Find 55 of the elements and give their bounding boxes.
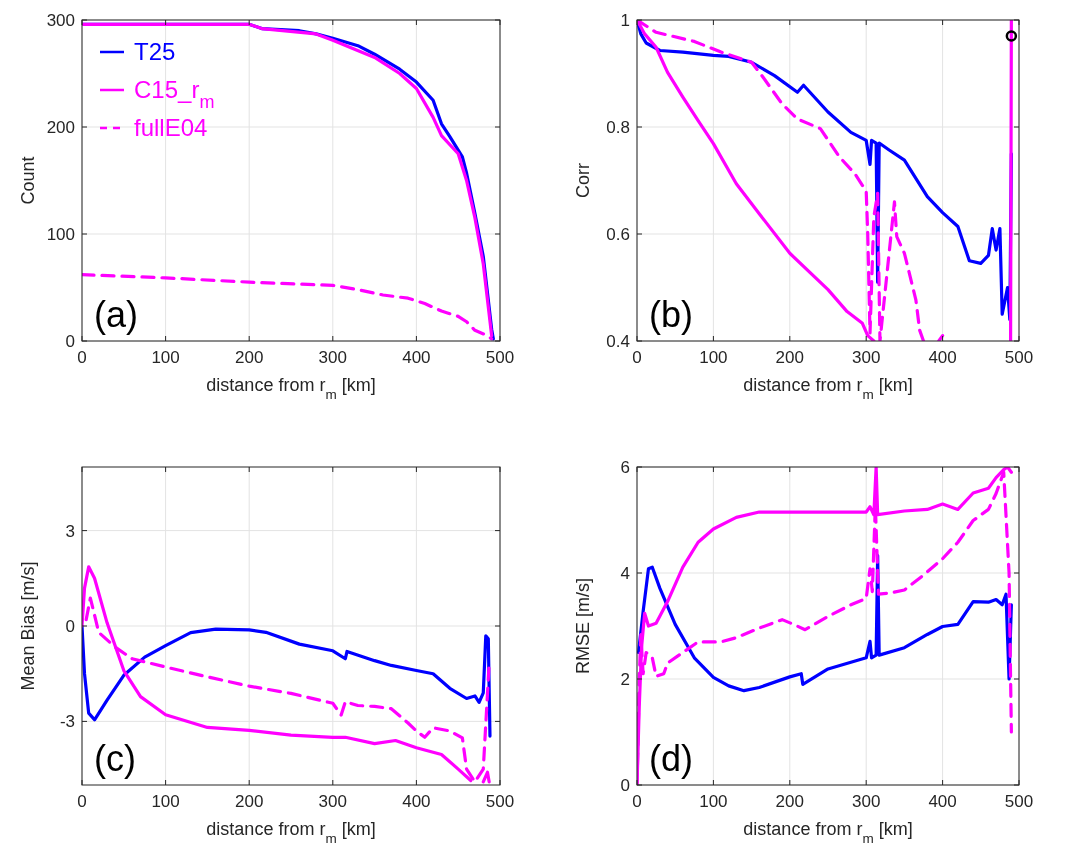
y-tick-label: 0 (65, 617, 75, 636)
y-tick-label: 6 (620, 458, 630, 477)
x-tick-label: 100 (699, 792, 728, 811)
y-tick-label: 100 (46, 225, 75, 244)
x-tick-label: 500 (485, 792, 515, 811)
y-tick-label: 3 (65, 521, 75, 541)
x-tick-label: 100 (151, 348, 180, 367)
x-tick-label: 500 (1004, 792, 1034, 811)
y-tick-label: 0 (65, 332, 75, 351)
line-series (82, 624, 492, 738)
y-tick-label: 200 (46, 118, 75, 137)
x-axis-title: distance from r$_{m}$ [km] (206, 819, 376, 846)
legend-label: fullE04 (134, 114, 208, 141)
x-tick-label: 500 (485, 348, 515, 367)
x-tick-label: 300 (852, 792, 881, 811)
y-tick-label: 0 (620, 776, 630, 795)
annotation: (d) (649, 738, 693, 779)
y-axis-title: Corr (573, 163, 593, 198)
x-axis-title: distance from r$_{m}$ [km] (743, 819, 913, 846)
x-tick-label: 0 (632, 792, 642, 811)
x-tick-label: 200 (235, 792, 264, 811)
x-tick-label: 400 (402, 792, 431, 811)
x-tick-label: 400 (402, 348, 431, 367)
x-tick-label: 300 (318, 792, 347, 811)
x-tick-label: 200 (775, 792, 804, 811)
y-tick-label: 0.4 (606, 332, 630, 351)
y-tick-label: 0.8 (606, 118, 630, 137)
annotation: (c) (94, 738, 136, 779)
legend-label: C15_r$_{m}$ (134, 76, 215, 112)
annotation: (a) (94, 294, 138, 335)
annotation: (b) (649, 294, 693, 335)
x-tick-label: 0 (77, 792, 87, 811)
x-tick-label: 400 (928, 348, 957, 367)
y-axis-title: Count (18, 156, 38, 205)
x-tick-label: 100 (699, 348, 728, 367)
y-axis-title: Mean Bias [m/s] (18, 561, 38, 691)
x-axis-title: distance from r$_{m}$ [km] (743, 375, 913, 402)
x-tick-label: 200 (775, 348, 804, 367)
x-tick-label: 500 (1004, 348, 1034, 367)
x-tick-label: 0 (77, 348, 87, 367)
y-tick-label: 1 (620, 11, 630, 30)
x-tick-label: 200 (235, 348, 264, 367)
y-tick-label: 300 (46, 11, 75, 30)
x-tick-label: 300 (318, 348, 347, 367)
x-tick-label: 400 (928, 792, 957, 811)
legend-label: T25 (134, 38, 176, 65)
x-tick-label: 300 (852, 348, 881, 367)
x-tick-label: 0 (632, 348, 642, 367)
x-axis-title: distance from r$_{m}$ [km] (206, 375, 376, 402)
y-tick-label: 2 (620, 670, 630, 689)
y-tick-label: -3 (59, 712, 75, 732)
y-tick-label: 4 (620, 564, 630, 583)
y-axis-title: RMSE [m/s] (573, 577, 593, 675)
y-tick-label: 0.6 (606, 225, 630, 244)
x-tick-label: 100 (151, 792, 180, 811)
